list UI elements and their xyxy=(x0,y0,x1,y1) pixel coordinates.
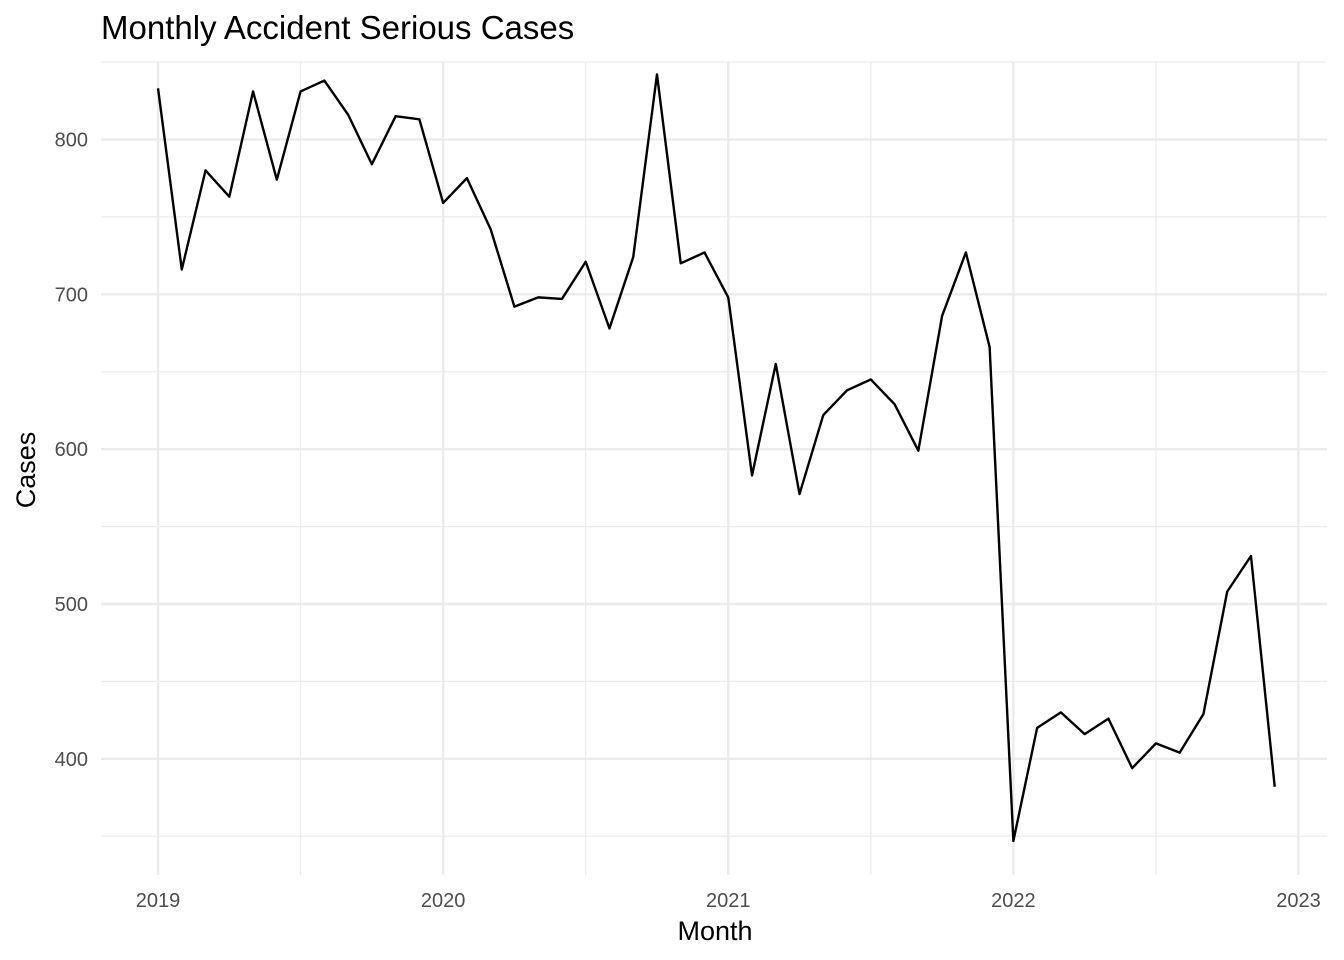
y-tick-label-600: 600 xyxy=(55,439,88,461)
y-tick-label-500: 500 xyxy=(55,594,88,616)
x-tick-labels: 2019 2020 2021 2022 2023 xyxy=(136,890,1321,912)
x-axis-label: Month xyxy=(677,916,752,946)
y-axis-label: Cases xyxy=(11,432,41,509)
minor-y-gridlines xyxy=(101,61,1327,837)
x-tick-label-2019: 2019 xyxy=(136,890,181,912)
y-tick-label-400: 400 xyxy=(55,749,88,771)
y-tick-label-800: 800 xyxy=(55,129,88,151)
x-tick-label-2020: 2020 xyxy=(421,890,466,912)
minor-x-gridlines xyxy=(299,62,1157,875)
x-tick-label-2022: 2022 xyxy=(991,890,1036,912)
y-tick-label-700: 700 xyxy=(55,284,88,306)
y-tick-labels: 400 500 600 700 800 xyxy=(55,129,88,770)
chart-title: Monthly Accident Serious Cases xyxy=(101,9,574,46)
x-tick-label-2023: 2023 xyxy=(1276,890,1321,912)
series-line-cases xyxy=(156,73,1276,843)
major-x-gridlines xyxy=(156,62,1300,875)
series-group xyxy=(156,73,1276,843)
major-y-gridlines xyxy=(101,138,1327,761)
x-tick-label-2021: 2021 xyxy=(706,890,751,912)
